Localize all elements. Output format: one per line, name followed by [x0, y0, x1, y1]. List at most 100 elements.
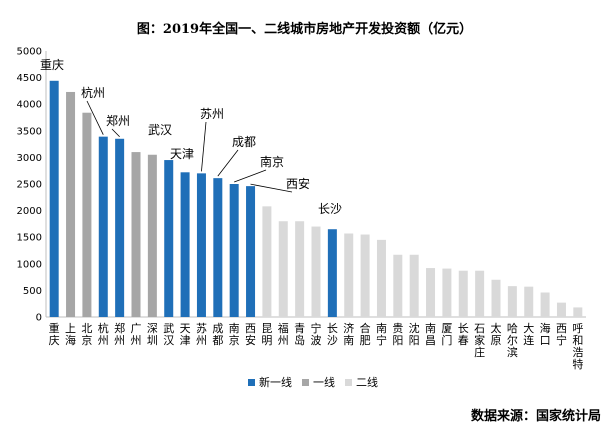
- x-tick-label: 重庆: [49, 321, 60, 347]
- bar: [426, 268, 436, 317]
- x-tick-label: 武汉: [163, 322, 174, 347]
- x-tick-label: 海口: [540, 321, 551, 347]
- bar: [49, 80, 59, 318]
- bar: [573, 307, 583, 317]
- legend-swatch: [302, 379, 309, 386]
- bar: [491, 279, 501, 317]
- bar: [98, 136, 108, 317]
- bar: [196, 173, 206, 317]
- bar: [409, 254, 419, 317]
- x-tick-label: 石家庄: [474, 322, 485, 359]
- x-tick-label: 呼和浩特: [572, 322, 583, 371]
- x-tick-label: 合肥: [360, 321, 371, 347]
- bar: [442, 268, 452, 317]
- annotation-label: 南京: [260, 154, 284, 169]
- x-tick-label: 大连: [523, 321, 534, 347]
- y-tick-label: 2000: [17, 206, 42, 217]
- bar: [213, 178, 223, 317]
- x-tick-label: 杭州: [98, 321, 109, 347]
- annotation-leader-line: [217, 149, 239, 177]
- x-tick-label: 成都: [212, 322, 223, 347]
- legend-label: 一线: [313, 375, 335, 389]
- y-tick-label: 3000: [17, 153, 42, 164]
- annotation-label: 重庆: [40, 58, 64, 72]
- bar: [540, 292, 550, 317]
- annotation-leader-line: [250, 183, 293, 193]
- x-tick-label: 福州: [278, 321, 289, 347]
- bar: [556, 302, 566, 317]
- y-tick-label: 5000: [17, 47, 42, 58]
- y-tick-label: 3500: [17, 126, 42, 137]
- x-tick-label: 宁波: [311, 321, 322, 347]
- legend-swatch: [345, 379, 352, 386]
- legend-label: 二线: [356, 375, 378, 389]
- bar: [475, 270, 485, 317]
- bar: [360, 234, 370, 317]
- legend-swatch: [248, 379, 255, 386]
- annotation-label: 杭州: [81, 85, 105, 100]
- bar: [131, 152, 141, 317]
- bar: [524, 286, 534, 317]
- x-tick-label: 天津: [180, 322, 191, 347]
- x-tick-label: 西宁: [556, 322, 567, 347]
- annotation-label: 成都: [232, 135, 256, 149]
- bar: [115, 138, 125, 317]
- x-tick-label: 郑州: [114, 321, 125, 347]
- source-note: 数据来源：国家统计局: [470, 409, 601, 424]
- bar: [229, 184, 239, 317]
- bar: [344, 233, 354, 317]
- bar: [66, 91, 76, 318]
- chart-title: 图：2019年全国一、二线城市房地产开发投资额（亿元）: [136, 22, 473, 37]
- x-tick-label: 深圳: [147, 322, 158, 347]
- x-tick-label: 广州: [131, 322, 142, 347]
- x-tick-label: 南京: [229, 322, 240, 347]
- x-tick-label: 长沙: [327, 322, 338, 347]
- x-tick-label: 西安: [245, 322, 256, 347]
- y-tick-label: 1500: [17, 233, 42, 244]
- x-tick-label: 哈尔滨: [507, 322, 518, 359]
- x-tick-label: 济南: [343, 321, 354, 347]
- bar: [262, 206, 272, 317]
- bar: [327, 229, 337, 317]
- x-tick-label: 厦门: [441, 322, 452, 347]
- x-tick-label: 青岛: [294, 322, 305, 347]
- y-tick-label: 4000: [17, 100, 42, 111]
- x-tick-label: 上海: [65, 322, 76, 347]
- annotation-leader-line: [234, 169, 267, 183]
- y-tick-label: 500: [23, 286, 42, 297]
- x-tick-label: 贵阳: [392, 322, 403, 347]
- bar: [278, 221, 288, 317]
- y-tick-label: 2500: [17, 180, 42, 191]
- legend-label: 新一线: [259, 375, 292, 389]
- annotation-label: 苏州: [200, 107, 224, 121]
- x-tick-label: 沈阳: [409, 321, 420, 347]
- y-tick-label: 0: [36, 313, 42, 324]
- annotation-label: 天津: [170, 147, 194, 161]
- x-tick-label: 北京: [81, 322, 92, 347]
- annotation-label: 长沙: [318, 202, 342, 216]
- annotation-leader-line: [111, 128, 120, 138]
- x-tick-label: 昆明: [261, 322, 272, 347]
- annotation-leader-line: [201, 121, 207, 172]
- bar: [180, 172, 190, 317]
- annotation-label: 武汉: [148, 123, 172, 137]
- bar: [393, 254, 403, 317]
- x-tick-label: 太原: [491, 322, 502, 347]
- x-tick-label: 南昌: [425, 322, 436, 347]
- bar: [246, 186, 256, 317]
- y-tick-label: 1000: [17, 259, 42, 270]
- bar: [458, 270, 468, 317]
- x-tick-label: 南宁: [376, 322, 387, 347]
- annotation-label: 郑州: [106, 113, 130, 128]
- x-tick-label: 长春: [458, 322, 469, 347]
- y-tick-label: 4500: [17, 73, 42, 84]
- bar: [376, 239, 386, 317]
- bar: [164, 160, 174, 317]
- bar: [295, 221, 305, 317]
- annotation-leader-line: [86, 100, 104, 135]
- x-tick-label: 苏州: [196, 322, 207, 347]
- bar: [311, 226, 321, 317]
- annotation-label: 西安: [286, 176, 310, 191]
- bar: [147, 154, 157, 317]
